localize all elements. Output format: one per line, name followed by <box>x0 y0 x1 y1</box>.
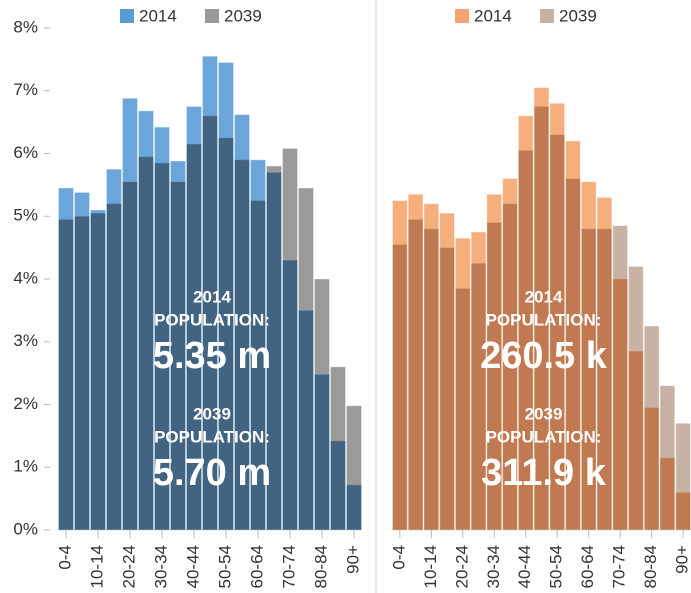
annotation-value: 260.5 k <box>480 335 608 377</box>
x-tick-label: 10-14 <box>421 545 440 588</box>
legend-swatch <box>540 9 554 23</box>
legend-swatch <box>455 9 469 23</box>
annotation-year: 2014 <box>193 287 231 306</box>
x-tick-label: 80-84 <box>641 545 660 588</box>
annotation-label: POPULATION: <box>486 427 602 446</box>
bar <box>470 231 487 531</box>
bar <box>533 87 550 531</box>
annotation-value: 311.9 k <box>481 452 607 494</box>
bar <box>330 440 346 531</box>
y-tick-label: 7% <box>13 80 38 99</box>
x-tick-label: 20-24 <box>452 545 471 588</box>
x-tick-label: 90+ <box>343 545 362 574</box>
legend-swatch <box>120 9 134 23</box>
x-tick-label: 30-34 <box>151 545 170 588</box>
x-tick-label: 80-84 <box>311 545 330 588</box>
y-tick-label: 8% <box>13 17 38 36</box>
bar <box>502 178 518 531</box>
bar <box>346 484 362 531</box>
bar <box>282 259 298 531</box>
bar <box>266 171 282 531</box>
x-tick-label: 0-4 <box>389 545 408 570</box>
bar <box>170 160 186 531</box>
bar <box>565 140 581 531</box>
legend-label: 2039 <box>224 6 262 25</box>
annotation-year: 2039 <box>193 404 231 423</box>
bar <box>392 200 408 531</box>
bar <box>234 114 250 531</box>
annotation-label: POPULATION: <box>154 310 270 329</box>
bar <box>74 191 90 531</box>
y-tick-label: 3% <box>13 331 38 350</box>
x-tick-label: 70-74 <box>279 545 298 588</box>
bar <box>202 55 218 531</box>
annotation-year: 2014 <box>525 287 563 306</box>
bar <box>643 407 660 531</box>
x-tick-label: 40-44 <box>183 545 202 588</box>
bar <box>439 212 455 531</box>
x-tick-label: 50-54 <box>547 545 566 588</box>
legend-label: 2039 <box>559 6 597 25</box>
x-tick-label: 40-44 <box>515 545 534 588</box>
bar <box>675 491 691 531</box>
x-tick-label: 50-54 <box>215 545 234 588</box>
bar <box>454 237 471 531</box>
legend-label: 2014 <box>139 6 177 25</box>
x-tick-label: 20-24 <box>119 545 138 588</box>
x-tick-label: 30-34 <box>484 545 503 588</box>
annotation-value: 5.70 m <box>153 452 271 494</box>
bar <box>407 193 424 531</box>
bar <box>423 203 440 531</box>
y-tick-label: 6% <box>13 143 38 162</box>
bar <box>628 350 644 531</box>
x-tick-label: 60-64 <box>578 545 597 588</box>
bar <box>122 97 138 531</box>
annotation-label: POPULATION: <box>154 427 270 446</box>
annotation-label: POPULATION: <box>486 310 602 329</box>
legend-swatch <box>205 9 219 23</box>
y-tick-label: 2% <box>13 394 38 413</box>
y-tick-label: 1% <box>13 457 38 476</box>
bar <box>106 168 122 531</box>
x-tick-label: 10-14 <box>87 545 106 588</box>
bar <box>298 309 314 531</box>
legend-label: 2014 <box>474 6 512 25</box>
y-tick-label: 4% <box>13 268 38 287</box>
y-tick-label: 5% <box>13 206 38 225</box>
bar <box>612 278 629 531</box>
x-tick-label: 90+ <box>673 545 691 574</box>
y-tick-label: 0% <box>13 519 38 538</box>
bar <box>659 457 676 531</box>
annotation-value: 5.35 m <box>153 335 271 377</box>
x-tick-label: 0-4 <box>55 545 74 570</box>
annotation-year: 2039 <box>525 404 563 423</box>
x-tick-label: 60-64 <box>247 545 266 588</box>
bar <box>314 373 330 531</box>
bar <box>138 110 154 531</box>
x-tick-label: 70-74 <box>610 545 629 588</box>
bar <box>596 196 613 531</box>
bar <box>90 209 106 531</box>
bar <box>58 187 74 531</box>
